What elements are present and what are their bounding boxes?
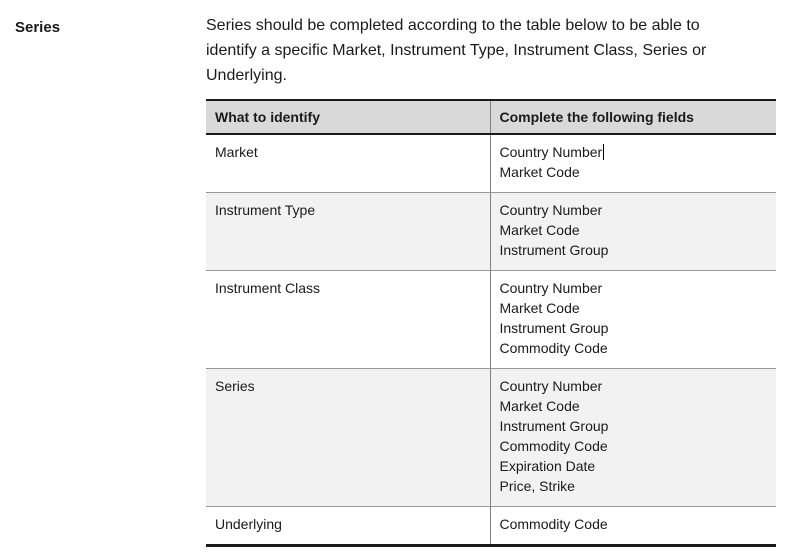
intro-line: identify a specific Market, Instrument T… [206, 42, 707, 59]
column-header-complete-fields: Complete the following fields [490, 99, 776, 135]
table-row-series: Series Country Number Market Code Instru… [206, 368, 776, 507]
fields-cell: Commodity Code [490, 506, 776, 547]
intro-line: Series should be completed according to … [206, 17, 700, 34]
table-header-row: What to identify Complete the following … [206, 99, 776, 135]
what-cell: Instrument Type [206, 192, 491, 271]
field-line: Country Number [499, 280, 603, 296]
what-cell: Underlying [206, 506, 491, 547]
field-line: Country Number [500, 142, 768, 162]
content-column: Series should be completed according to … [206, 13, 776, 547]
identify-table: What to identify Complete the following … [206, 99, 776, 547]
field-line: Expiration Date [499, 458, 596, 474]
field-line: Commodity Code [499, 340, 608, 356]
field-line: Instrument Group [499, 418, 609, 434]
field-line: Instrument Group [499, 320, 609, 336]
table-row-market: Market Country Number Market Code [206, 134, 776, 193]
table-row-instrument-class: Instrument Class Country Number Market C… [206, 270, 776, 369]
section-label: Series [15, 19, 61, 36]
what-cell: Series [206, 368, 491, 507]
field-line: Market Code [499, 222, 580, 238]
field-text: Country Number [499, 144, 603, 160]
what-cell: Market [206, 134, 491, 193]
intro-paragraph: Series should be completed according to … [206, 13, 776, 88]
field-line: Price, Strike [499, 478, 575, 494]
fields-cell: Country Number Market Code Instrument Gr… [490, 368, 776, 507]
fields-cell: Country Number Market Code Instrument Gr… [490, 192, 776, 271]
field-line: Market Code [499, 300, 580, 316]
field-line: Market Code [499, 398, 580, 414]
field-line: Instrument Group [499, 242, 609, 258]
field-line: Commodity Code [499, 438, 608, 454]
field-line: Country Number [499, 378, 603, 394]
fields-cell: Country Number Market Code Instrument Gr… [490, 270, 776, 369]
what-cell: Instrument Class [206, 270, 491, 369]
field-line: Country Number [499, 202, 603, 218]
intro-line: Underlying. [206, 67, 287, 84]
column-header-what-to-identify: What to identify [206, 99, 491, 135]
table-row-instrument-type: Instrument Type Country Number Market Co… [206, 192, 776, 271]
field-line: Market Code [499, 164, 580, 180]
fields-cell: Country Number Market Code [490, 134, 776, 193]
table-row-underlying: Underlying Commodity Code [206, 506, 776, 547]
text-caret [603, 144, 605, 160]
field-line: Commodity Code [499, 516, 608, 532]
